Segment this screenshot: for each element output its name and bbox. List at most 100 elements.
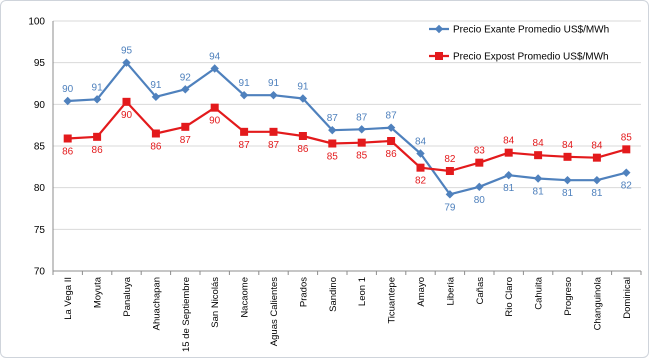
data-point: [328, 139, 337, 148]
x-tick-label: Cañas: [475, 277, 486, 305]
data-label: 80: [474, 195, 486, 206]
data-point: [181, 85, 190, 94]
x-tick-label: La Vega II: [63, 277, 74, 320]
data-point: [122, 58, 131, 67]
data-label: 95: [121, 46, 133, 57]
data-label: 81: [503, 183, 515, 194]
data-label: 91: [150, 80, 162, 91]
data-point: [63, 96, 72, 106]
data-label: 87: [327, 113, 339, 124]
data-point: [563, 175, 572, 185]
data-point: [269, 90, 278, 100]
y-tick-label: 90: [34, 100, 46, 111]
data-point: [298, 94, 308, 103]
x-tick-label: Panaluya: [122, 276, 133, 316]
data-label: 87: [268, 140, 280, 151]
data-label: 83: [474, 146, 486, 157]
x-tick-label: Moyuta: [93, 276, 104, 308]
data-label: 87: [180, 135, 192, 146]
data-label: 87: [239, 140, 251, 151]
data-label: 91: [297, 82, 309, 93]
data-point: [210, 103, 219, 112]
data-point: [445, 167, 454, 175]
x-tick-label: San Nicolás: [210, 277, 221, 328]
x-tick-label: Prados: [298, 277, 309, 307]
data-label: 81: [533, 187, 545, 198]
data-label: 86: [297, 144, 309, 155]
x-tick-label: Ticuantepe: [387, 277, 398, 324]
data-point: [592, 153, 601, 162]
x-tick-label: Liberia: [445, 276, 456, 305]
data-label: 81: [562, 188, 574, 199]
data-point: [622, 168, 631, 177]
data-point: [504, 170, 513, 180]
data-label: 86: [386, 149, 398, 160]
data-point: [386, 123, 396, 132]
x-tick-label: 15 de Septiembre: [181, 277, 192, 352]
data-label: 81: [591, 188, 603, 199]
x-tick-label: Changuinola: [592, 276, 603, 330]
data-point: [298, 132, 307, 140]
data-point: [328, 125, 337, 135]
data-point: [240, 127, 249, 136]
x-tick-label: Aguas Calientes: [269, 277, 280, 346]
x-tick-label: Ahuachapan: [151, 277, 162, 330]
x-tick-label: Nacaome: [240, 277, 251, 318]
data-point: [533, 174, 543, 183]
data-point: [387, 137, 396, 145]
legend-label: Precio Exante Promedio US$/MWh: [453, 25, 609, 36]
y-tick-label: 70: [34, 267, 46, 278]
data-point: [122, 97, 131, 106]
data-label: 84: [503, 136, 515, 147]
data-label: 91: [268, 78, 280, 89]
data-label: 90: [62, 84, 74, 95]
legend-marker: [435, 52, 443, 60]
data-point: [93, 132, 102, 141]
data-point: [592, 175, 602, 185]
data-point: [357, 125, 366, 134]
data-point: [269, 127, 278, 136]
data-label: 91: [239, 78, 251, 89]
data-label: 90: [121, 110, 133, 121]
data-label: 84: [533, 138, 545, 149]
data-label: 82: [444, 154, 456, 165]
data-point: [357, 138, 366, 147]
data-label: 79: [444, 202, 456, 213]
data-label: 82: [621, 181, 633, 192]
x-tick-label: Rio Claro: [504, 277, 515, 317]
data-point: [63, 134, 72, 143]
data-point: [504, 148, 513, 157]
y-tick-label: 80: [34, 183, 46, 194]
data-point: [445, 190, 455, 199]
data-label: 87: [356, 112, 368, 123]
data-point: [92, 95, 102, 104]
data-label: 86: [62, 147, 74, 158]
data-label: 94: [209, 52, 221, 63]
y-tick-label: 95: [34, 58, 46, 69]
data-label: 91: [92, 82, 104, 93]
data-label: 90: [209, 116, 221, 127]
data-label: 82: [415, 176, 427, 187]
x-tick-label: Dominical: [622, 277, 633, 319]
data-label: 84: [415, 137, 427, 148]
data-point: [151, 92, 161, 102]
data-point: [475, 182, 484, 192]
data-point: [475, 158, 484, 167]
data-label: 85: [356, 151, 368, 162]
series-line: [67, 100, 627, 173]
x-tick-label: Sandino: [328, 277, 339, 312]
legend-marker: [434, 24, 444, 34]
data-label: 86: [92, 145, 104, 156]
data-point: [534, 151, 543, 160]
series-line: [67, 61, 627, 196]
legend-label: Precio Expost Promedio US$/MWh: [453, 52, 609, 63]
data-point: [239, 90, 249, 100]
data-point: [416, 149, 425, 158]
data-point: [563, 152, 572, 161]
y-tick-label: 75: [34, 225, 46, 236]
x-tick-label: Progreso: [563, 277, 574, 316]
data-point: [210, 64, 219, 73]
data-label: 85: [327, 152, 339, 163]
